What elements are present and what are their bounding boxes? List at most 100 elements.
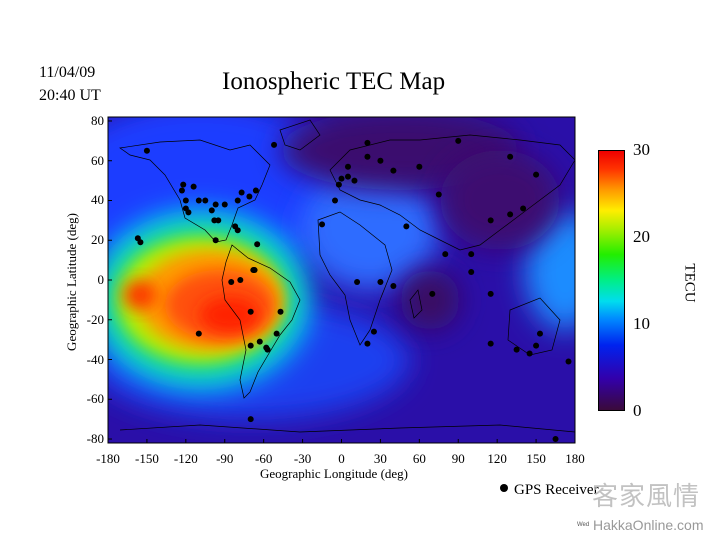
y-tick-label: -40	[86, 351, 104, 367]
heatmap-blob	[124, 281, 156, 309]
gps-receiver-dot	[256, 338, 263, 345]
time-label: 20:40 UT	[39, 87, 101, 104]
heatmap-blob	[200, 297, 260, 333]
gps-receiver-dot	[137, 239, 144, 246]
gps-receiver-dot	[247, 342, 254, 349]
x-tick-label: 90	[451, 451, 465, 466]
colorbar-tick-label: 30	[633, 140, 650, 159]
gps-receiver-dot	[507, 153, 514, 160]
gps-receiver-dot	[364, 139, 371, 146]
gps-receiver-dot	[335, 181, 342, 188]
legend-marker-icon	[500, 484, 508, 492]
colorbar-tick-label: 0	[633, 401, 642, 420]
gps-receiver-dot	[377, 278, 384, 285]
gps-receiver-dot	[429, 290, 436, 297]
gps-receiver-dot	[202, 197, 209, 204]
gps-receiver-dot	[455, 137, 462, 144]
y-tick-label: -80	[86, 431, 104, 447]
gps-receiver-dot	[487, 290, 494, 297]
y-tick-label: 80	[91, 112, 104, 128]
x-tick-label: 180	[565, 451, 585, 466]
gps-receiver-dot	[351, 177, 358, 184]
gps-receiver-dot	[143, 147, 150, 154]
gps-receiver-dot	[246, 193, 253, 200]
gps-receiver-dot	[221, 201, 228, 208]
gps-receiver-dot	[520, 205, 527, 212]
gps-receiver-dot	[182, 197, 189, 204]
gps-receiver-dot	[526, 350, 533, 357]
gps-receiver-dot	[507, 211, 514, 218]
y-tick-label: 60	[91, 152, 104, 168]
gps-receiver-dot	[254, 241, 261, 248]
gps-receiver-dot	[435, 191, 442, 198]
x-tick-label: -30	[293, 451, 312, 466]
coastlines	[119, 119, 575, 433]
gps-receiver-dot	[212, 237, 219, 244]
legend-label: GPS Receiver	[514, 482, 599, 498]
gps-receiver-dot	[228, 278, 235, 285]
x-tick-label: 150	[526, 451, 546, 466]
x-tick-label: -150	[134, 451, 159, 466]
gps-receiver-dot	[487, 217, 494, 224]
gps-receiver-dot	[513, 346, 520, 353]
tec-heatmap	[108, 117, 575, 443]
x-axis-label: Geographic Longitude (deg)	[260, 466, 409, 481]
gps-receiver-dot	[234, 227, 241, 234]
x-tick-label: 30	[373, 451, 387, 466]
gps-receiver-dot	[468, 269, 475, 276]
y-tick-label: 40	[91, 192, 104, 208]
gps-receiver-dot	[468, 251, 475, 258]
gps-receiver-dot	[185, 209, 192, 216]
gps-receiver-dot	[212, 201, 219, 208]
x-tick-label: -180	[96, 451, 120, 466]
colorbar	[598, 150, 625, 411]
gps-receiver-dot	[178, 187, 185, 194]
gps-receiver-dot	[215, 217, 222, 224]
gps-receiver-dot	[390, 282, 397, 289]
gps-receiver-dot	[190, 183, 197, 190]
gps-receiver-dot	[273, 330, 280, 337]
gps-receiver-dot	[442, 251, 449, 258]
gps-receiver-dot	[338, 175, 345, 182]
axis-ticks	[107, 120, 576, 443]
heatmap-blob	[525, 210, 575, 330]
gps-receiver-dot	[208, 207, 215, 214]
gps-receiver-dot	[416, 163, 423, 170]
date-label: 11/04/09	[39, 64, 96, 81]
receiver-dots	[134, 137, 572, 443]
watermark-site: HakkaOnline.com	[593, 517, 704, 533]
gps-receiver-dot	[195, 197, 202, 204]
gps-receiver-dot	[234, 197, 241, 204]
gps-receiver-dot	[344, 163, 351, 170]
watermark-small-text: Wed	[577, 522, 590, 528]
watermark-logo: 客家風情	[592, 482, 701, 511]
heatmap-blob	[400, 270, 460, 330]
gps-receiver-dot	[264, 346, 271, 353]
gps-receiver-dot	[344, 173, 351, 180]
heatmap-blob	[440, 150, 560, 250]
gps-receiver-dot	[533, 171, 540, 178]
gps-receiver-dot	[251, 267, 258, 274]
gps-receiver-dot	[195, 330, 202, 337]
x-tick-label: 0	[338, 451, 345, 466]
y-tick-label: -20	[86, 311, 104, 327]
gps-receiver-dot	[277, 308, 284, 315]
y-tick-label: 0	[97, 272, 105, 287]
gps-receiver-dot	[319, 221, 326, 228]
colorbar-label: TECU	[681, 263, 698, 303]
colorbar-tick-label: 10	[633, 314, 650, 333]
gps-receiver-dot	[552, 436, 559, 443]
gps-receiver-dot	[364, 340, 371, 347]
x-tick-label: -90	[216, 451, 234, 466]
gps-receiver-dot	[252, 187, 259, 194]
gps-receiver-dot	[364, 153, 371, 160]
colorbar-tick-label: 20	[633, 227, 650, 246]
y-tick-label: -60	[86, 391, 104, 407]
x-tick-label: 60	[412, 451, 426, 466]
legend: GPS Receiver	[500, 482, 599, 499]
gps-receiver-dot	[377, 157, 384, 164]
gps-receiver-dot	[536, 330, 543, 337]
gps-receiver-dot	[238, 189, 245, 196]
gps-receiver-dot	[237, 277, 244, 283]
